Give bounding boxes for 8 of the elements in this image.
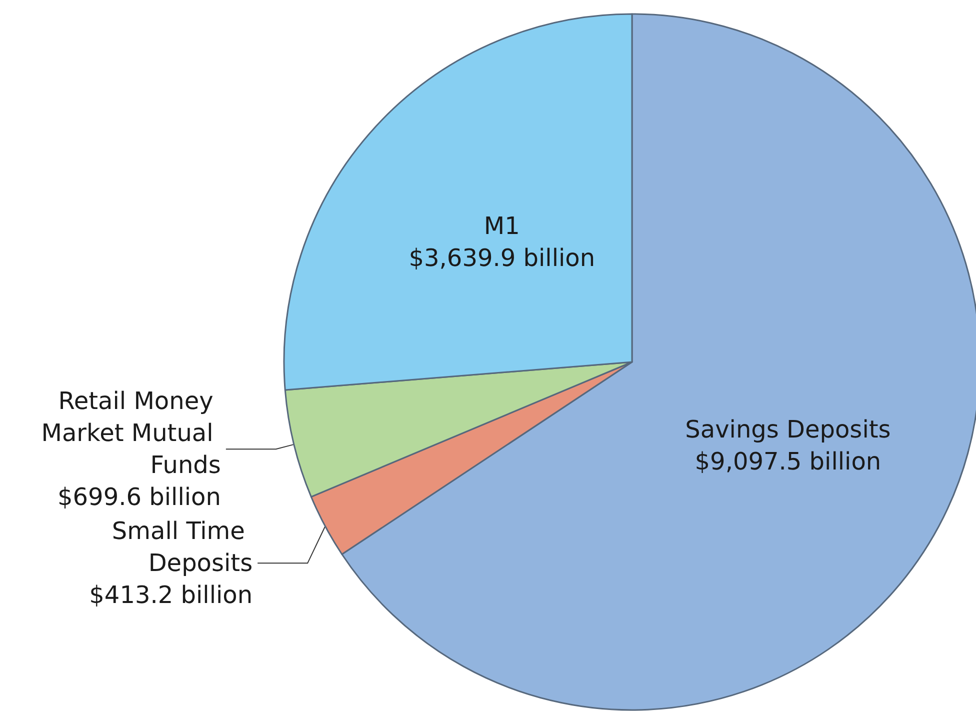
slice-label: Savings Deposits (685, 416, 891, 444)
data-label: $9,097.5 billion (694, 448, 882, 476)
data-label: $699.6 billion (58, 483, 221, 512)
slice-label: M1 (484, 212, 520, 240)
data-label: $413.2 billion (89, 581, 253, 610)
slice-label: Small Time Deposits (112, 517, 253, 578)
data-label: $3,639.9 billion (408, 244, 596, 272)
slice-label: Retail Money Market Mutual Funds (41, 387, 221, 480)
